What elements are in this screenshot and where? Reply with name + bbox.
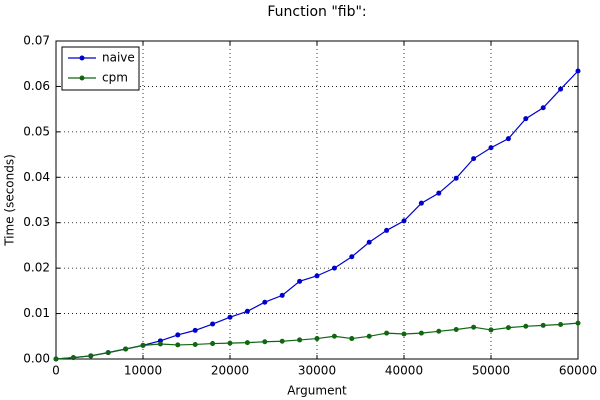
data-point — [418, 330, 424, 336]
data-point — [540, 322, 546, 328]
data-point — [418, 200, 424, 206]
data-point — [366, 333, 372, 339]
data-point — [88, 353, 94, 359]
data-point — [540, 105, 546, 111]
data-point — [401, 218, 407, 224]
legend-box — [61, 46, 140, 91]
data-point — [297, 337, 303, 343]
legend-label: naive — [102, 51, 135, 65]
data-point — [297, 278, 303, 284]
data-point — [331, 333, 337, 339]
x-tick-label: 40000 — [385, 364, 423, 378]
data-point — [227, 340, 233, 346]
data-point — [262, 339, 268, 345]
data-point — [575, 68, 581, 74]
data-point — [575, 320, 581, 326]
data-point — [453, 175, 459, 181]
data-point — [471, 324, 477, 330]
x-axis-label: Argument — [287, 384, 347, 398]
chart-title: Function "fib": — [267, 4, 366, 20]
data-point — [175, 342, 181, 348]
x-tick-label: 10000 — [124, 364, 162, 378]
y-tick-label: 0.00 — [23, 352, 50, 366]
data-point — [279, 338, 285, 344]
y-tick-label: 0.06 — [23, 79, 50, 93]
data-point — [436, 328, 442, 334]
data-point — [436, 190, 442, 196]
data-point — [349, 336, 355, 342]
y-axis-label: Time (seconds) — [3, 154, 17, 247]
y-tick-label: 0.03 — [23, 215, 50, 229]
data-point — [140, 342, 146, 348]
plot-frame — [55, 40, 579, 360]
data-point — [210, 341, 216, 347]
data-point — [366, 239, 372, 245]
legend-label: cpm — [102, 71, 128, 85]
y-tick-label: 0.07 — [23, 34, 50, 48]
data-point — [70, 355, 76, 361]
data-point — [558, 86, 564, 92]
data-point — [488, 327, 494, 333]
data-point — [505, 136, 511, 142]
x-tick-label: 20000 — [211, 364, 249, 378]
data-point — [175, 332, 181, 338]
data-point — [314, 273, 320, 279]
data-point — [105, 350, 111, 356]
data-point — [453, 326, 459, 332]
x-tick-label: 60000 — [559, 364, 597, 378]
data-point — [384, 330, 390, 336]
data-point — [349, 254, 355, 260]
data-point — [210, 321, 216, 327]
data-point — [192, 341, 198, 347]
data-point — [53, 356, 59, 362]
data-point — [314, 336, 320, 342]
data-point — [523, 116, 529, 122]
y-tick-label: 0.01 — [23, 306, 50, 320]
y-tick-label: 0.02 — [23, 261, 50, 275]
data-point — [157, 341, 163, 347]
data-point — [488, 145, 494, 151]
legend-marker — [79, 55, 85, 61]
x-tick-label: 50000 — [472, 364, 510, 378]
data-point — [505, 325, 511, 331]
data-point — [227, 314, 233, 320]
data-point — [471, 156, 477, 162]
data-point — [384, 227, 390, 233]
data-point — [558, 321, 564, 327]
x-tick-label: 0 — [52, 364, 60, 378]
data-point — [523, 323, 529, 329]
y-tick-label: 0.05 — [23, 124, 50, 138]
data-point — [244, 340, 250, 346]
data-point — [244, 308, 250, 314]
data-point — [401, 331, 407, 337]
data-point — [331, 265, 337, 271]
x-tick-label: 30000 — [298, 364, 336, 378]
data-point — [192, 327, 198, 333]
data-point — [123, 346, 129, 352]
data-point — [279, 292, 285, 298]
legend-marker — [79, 75, 85, 81]
y-tick-label: 0.04 — [23, 170, 50, 184]
data-point — [262, 299, 268, 305]
